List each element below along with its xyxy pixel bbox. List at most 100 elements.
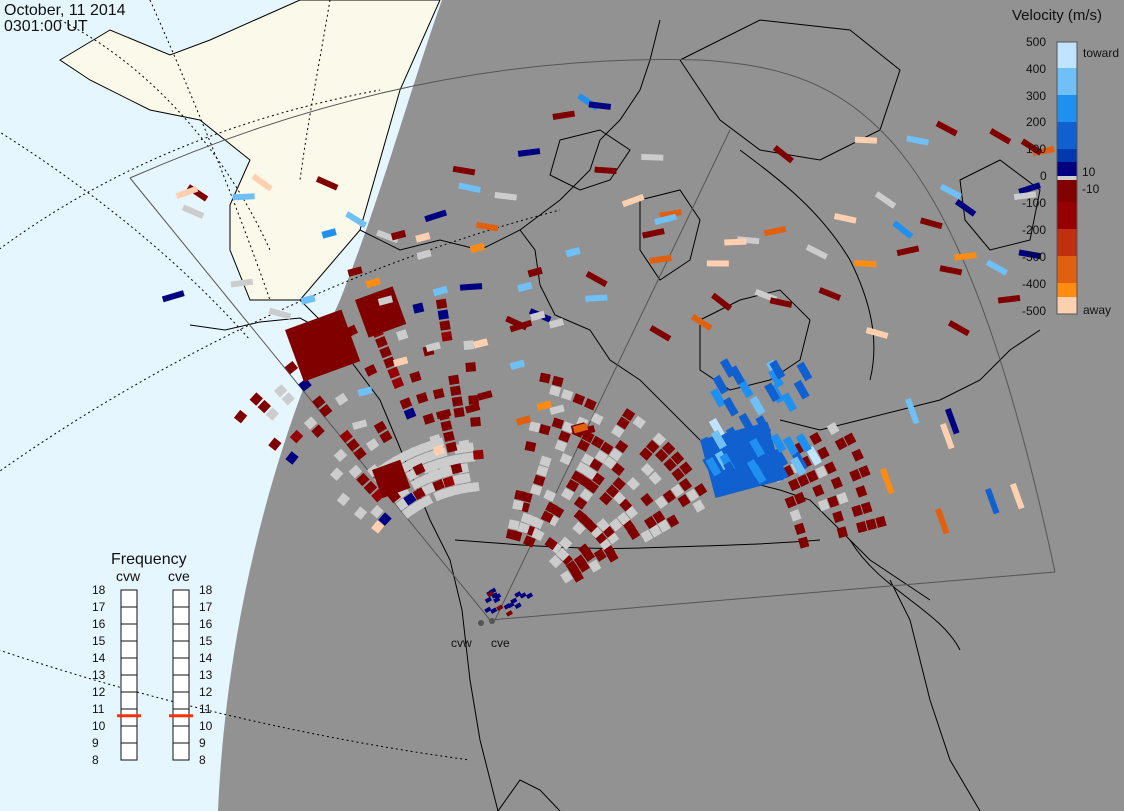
echo-cell <box>289 429 304 444</box>
velocity-colorbar: Velocity (m/s) 500400300200100100-10-100… <box>1012 7 1119 318</box>
echo-cell <box>412 487 426 501</box>
echo-cell <box>517 522 530 534</box>
echo-cell <box>560 570 574 584</box>
colorbar-ticks: 500400300200100100-10-100-200-300-400-50… <box>1022 35 1100 318</box>
echo-cell <box>649 325 672 342</box>
radar-site-cvw-marker <box>478 620 484 626</box>
echo-cell <box>487 590 495 598</box>
echo-cell <box>685 488 699 502</box>
echo-cell <box>892 220 914 239</box>
echo-cell <box>989 128 1012 145</box>
echo-cell <box>573 554 587 568</box>
echo-cell <box>858 465 871 478</box>
echo-cell <box>543 489 557 502</box>
echo-cell <box>594 450 609 464</box>
echo-cell <box>354 286 407 338</box>
echo-cell <box>520 512 534 525</box>
colorbar-swatch <box>1057 180 1077 202</box>
echo-cell <box>945 407 960 435</box>
echo-cell <box>769 297 793 308</box>
echo-cell <box>440 420 453 432</box>
echo-cell <box>403 407 417 420</box>
echo-cell <box>790 456 807 476</box>
echo-cell <box>640 492 654 507</box>
echo-cell <box>410 477 424 490</box>
date-label: October, 11 2014 <box>4 2 126 19</box>
echo-cell <box>484 606 492 614</box>
echo-cell <box>284 360 299 375</box>
echo-cell <box>422 413 435 425</box>
frequency-tick-label: 14 <box>92 651 106 665</box>
echo-cell <box>548 554 563 569</box>
echo-cell <box>404 446 418 460</box>
echo-cell <box>496 604 504 611</box>
echo-cell <box>356 472 370 487</box>
echo-cell <box>749 395 766 416</box>
echo-cell <box>539 455 552 468</box>
away-label: away <box>1083 303 1111 317</box>
echo-cell <box>565 246 581 258</box>
frequency-tick-label: 8 <box>92 753 99 767</box>
echo-cell <box>690 313 713 331</box>
echo-cell <box>796 361 813 382</box>
echo-cell <box>585 294 608 302</box>
echo-cell <box>387 489 401 504</box>
frequency-tick-label: 18 <box>199 583 213 597</box>
echo-cell <box>475 221 499 232</box>
toward-label: toward <box>1083 46 1119 60</box>
colorbar-swatch <box>1057 122 1077 149</box>
echo-cell <box>880 467 895 495</box>
echo-cell <box>538 423 551 436</box>
echo-cell <box>787 478 801 492</box>
echo-cell <box>797 474 810 487</box>
echo-cell <box>772 447 789 468</box>
echo-cell <box>455 453 468 464</box>
echo-cell <box>590 412 604 426</box>
echo-cell <box>505 529 518 540</box>
colorbar-swatch <box>1057 68 1077 95</box>
echo-cell <box>824 461 837 475</box>
echo-cell <box>572 393 586 406</box>
echo-cell <box>505 610 513 617</box>
colorbar-tick-label: -400 <box>1022 277 1046 291</box>
echo-cell <box>249 392 263 406</box>
echo-cell <box>1018 182 1041 195</box>
echo-cell <box>409 371 422 383</box>
frequency-cve-label: cve <box>168 568 190 584</box>
echo-cell <box>364 364 378 377</box>
echo-cell <box>554 439 568 452</box>
echo-cell <box>348 464 363 479</box>
echo-cell <box>614 439 629 454</box>
echo-cell <box>530 310 546 322</box>
echo-cell <box>334 392 349 406</box>
echo-cell <box>425 341 441 352</box>
echo-cell <box>585 270 608 287</box>
echo-cell <box>285 451 299 465</box>
echo-cell <box>514 602 522 610</box>
colorbar-swatch <box>1057 229 1077 256</box>
echo-cell <box>954 252 977 261</box>
echo-cell <box>548 318 565 329</box>
echo-cell <box>312 395 326 409</box>
echo-cell <box>708 418 725 438</box>
echo-cell <box>432 479 445 492</box>
echo-cell <box>517 281 533 293</box>
echo-cell <box>315 176 339 191</box>
echo-cell <box>377 295 394 306</box>
day-land <box>59 0 441 301</box>
frequency-tick-label: 11 <box>199 702 212 716</box>
echo-cell <box>505 315 528 331</box>
echo-cell <box>836 492 849 505</box>
echo-cell <box>1020 138 1043 156</box>
colorbar-swatch <box>1057 297 1077 314</box>
echo-cell <box>583 398 597 411</box>
frequency-tick-label: 12 <box>92 685 106 699</box>
echo-cell <box>413 443 427 456</box>
echo-cell <box>720 358 736 378</box>
echo-cell <box>985 487 1000 515</box>
echo-cell <box>772 460 789 481</box>
echo-cell <box>428 468 441 481</box>
echo-cell <box>855 485 868 498</box>
echo-cell <box>416 249 432 260</box>
